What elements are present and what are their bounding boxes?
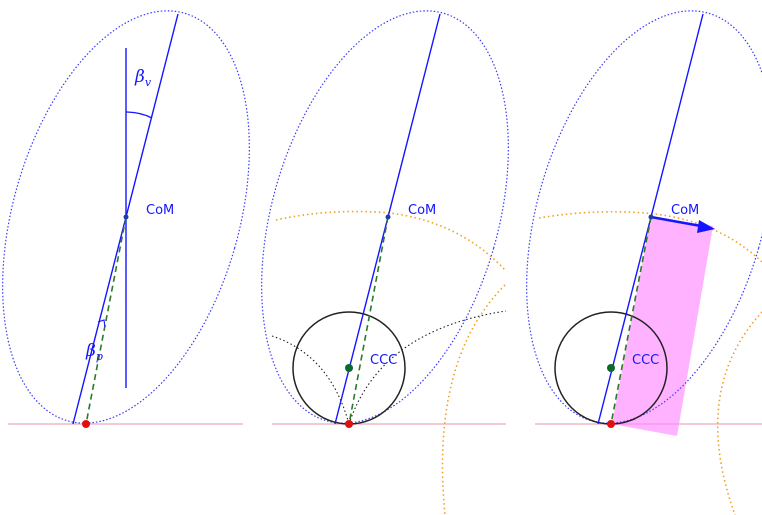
com-velocity-arrow-shaft: [650, 215, 702, 228]
black-arc-left-middle: [271, 335, 350, 425]
ccc-label-right: CCC: [632, 353, 659, 368]
panel-middle: CoM CCC: [261, 10, 509, 515]
com-contact-dashed-left: [85, 216, 127, 425]
body-ellipse-middle: [261, 10, 509, 424]
com-point-left: [123, 214, 129, 220]
ccc-label-middle: CCC: [370, 353, 397, 368]
orange-arc-lower-middle: [441, 284, 506, 515]
body-ellipse-right: [526, 10, 762, 424]
com-velocity-arrow-head: [697, 220, 715, 233]
ccc-point-right: [607, 364, 615, 372]
panel-right: CoM CCC: [526, 10, 762, 515]
beta-v-label: βv: [134, 67, 152, 89]
com-label-right: CoM: [671, 203, 699, 218]
com-contact-dashed-middle: [348, 216, 389, 425]
beta-p-angle-arc: [97, 319, 106, 328]
orange-arc-lower-right: [716, 311, 762, 515]
beta-p-label: βp: [85, 341, 103, 363]
contact-point-middle: [345, 420, 353, 428]
contact-point-left: [82, 420, 90, 428]
body-ellipse-left: [2, 10, 250, 424]
shaded-region-right: [612, 217, 713, 436]
com-label-left: CoM: [146, 203, 174, 218]
com-point-middle: [385, 214, 391, 220]
beta-v-angle-arc: [125, 111, 153, 119]
ccc-point-middle: [345, 364, 353, 372]
panel-left: CoM βv βp: [2, 10, 250, 428]
com-point-right: [648, 214, 654, 220]
orange-arc-upper-middle: [275, 210, 506, 271]
com-contact-dashed-right: [610, 216, 652, 425]
com-label-middle: CoM: [408, 203, 436, 218]
contact-point-right: [607, 420, 615, 428]
